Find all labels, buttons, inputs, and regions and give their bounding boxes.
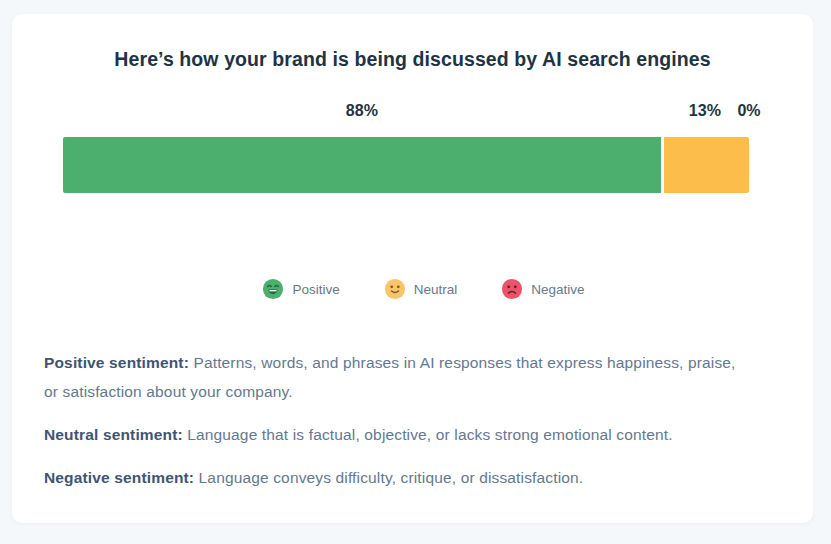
negative-definition-text: Language conveys difficulty, critique, o…: [194, 469, 583, 486]
positive-definition: Positive sentiment: Patterns, words, and…: [44, 348, 744, 406]
positive-bar-segment[interactable]: [63, 137, 661, 193]
card-title: Here’s how your brand is being discussed…: [12, 46, 813, 73]
sentiment-card: Here’s how your brand is being discussed…: [12, 14, 813, 523]
sentiment-bar-chart: 88% 13% 0%: [63, 102, 749, 193]
positive-percent-label: 88%: [346, 102, 378, 120]
legend-label-negative: Negative: [531, 282, 584, 297]
sentiment-definitions: Positive sentiment: Patterns, words, and…: [44, 348, 744, 492]
neutral-definition-text: Language that is factual, objective, or …: [183, 426, 673, 443]
happy-face-icon: [262, 278, 284, 300]
legend-item-positive: Positive: [262, 278, 339, 300]
neutral-percent-label: 13%: [689, 102, 721, 120]
bar-value-labels: 88% 13% 0%: [63, 102, 749, 120]
sad-face-icon: [501, 278, 523, 300]
neutral-bar-segment[interactable]: [661, 137, 749, 193]
stacked-sentiment-bar: [63, 137, 749, 193]
sentiment-legend: Positive Neutral Negative: [34, 278, 813, 300]
positive-definition-label: Positive sentiment:: [44, 354, 189, 371]
neutral-definition-label: Neutral sentiment:: [44, 426, 183, 443]
negative-definition-label: Negative sentiment:: [44, 469, 194, 486]
legend-label-neutral: Neutral: [414, 282, 458, 297]
legend-item-negative: Negative: [501, 278, 584, 300]
negative-percent-label: 0%: [737, 102, 760, 120]
negative-definition: Negative sentiment: Language conveys dif…: [44, 463, 744, 492]
legend-item-neutral: Neutral: [384, 278, 458, 300]
neutral-face-icon: [384, 278, 406, 300]
neutral-definition: Neutral sentiment: Language that is fact…: [44, 420, 744, 449]
legend-label-positive: Positive: [292, 282, 339, 297]
